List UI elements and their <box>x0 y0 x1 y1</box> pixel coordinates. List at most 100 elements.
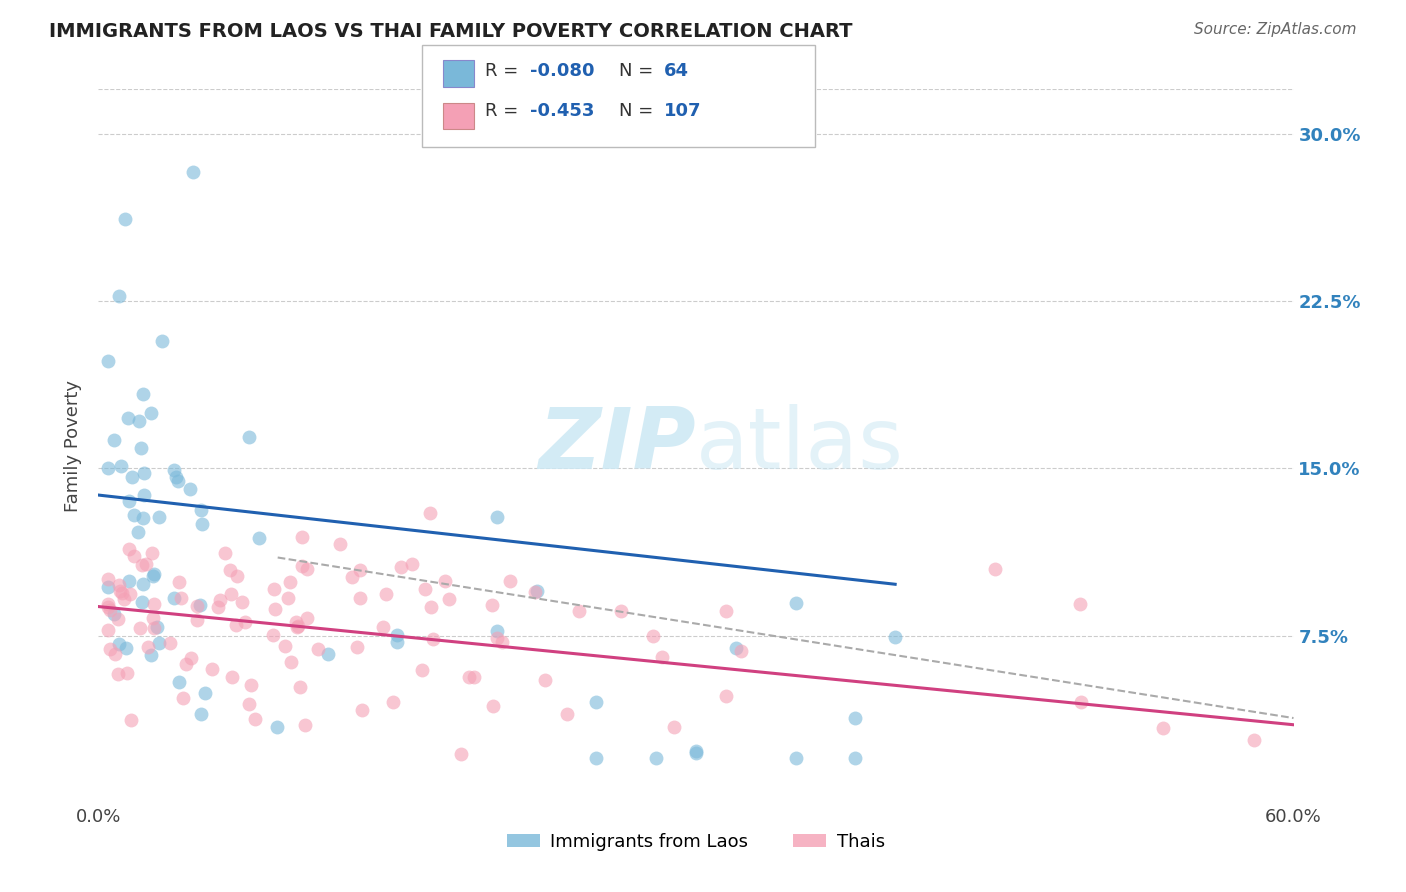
Point <box>142 569 165 583</box>
Point <box>485 510 508 524</box>
Point <box>382 694 405 708</box>
Point <box>385 628 409 642</box>
Point <box>433 574 456 588</box>
Point <box>132 466 155 480</box>
Point <box>437 592 460 607</box>
Point <box>146 620 169 634</box>
Point <box>233 615 256 629</box>
Point <box>131 595 153 609</box>
Point <box>112 591 135 606</box>
Point <box>585 751 607 765</box>
Point <box>142 610 165 624</box>
Point <box>277 591 299 605</box>
Point <box>245 712 267 726</box>
Text: 64: 64 <box>664 62 689 80</box>
Point <box>183 164 205 178</box>
Point <box>1152 721 1174 735</box>
Point <box>288 680 311 694</box>
Text: N =: N = <box>619 103 658 120</box>
Point <box>524 585 547 599</box>
Point <box>121 470 143 484</box>
Point <box>118 541 141 556</box>
Point <box>136 640 159 654</box>
Point <box>110 459 132 474</box>
Point <box>115 666 138 681</box>
Point <box>131 577 153 591</box>
Point <box>120 713 142 727</box>
Point <box>231 595 253 609</box>
Point <box>180 650 202 665</box>
Point <box>128 414 150 428</box>
Point <box>107 667 129 681</box>
Point <box>340 570 363 584</box>
Point <box>247 531 270 545</box>
Point <box>163 591 186 605</box>
Point <box>167 674 190 689</box>
Y-axis label: Family Poverty: Family Poverty <box>65 380 83 512</box>
Point <box>115 640 138 655</box>
Point <box>385 634 409 648</box>
Point <box>108 288 131 302</box>
Point <box>714 605 737 619</box>
Text: -0.080: -0.080 <box>530 62 595 80</box>
Point <box>159 636 181 650</box>
Point <box>349 563 371 577</box>
Text: -0.453: -0.453 <box>530 103 595 120</box>
Point <box>346 640 368 654</box>
Point <box>844 751 866 765</box>
Point <box>297 611 319 625</box>
Point <box>413 582 436 596</box>
Point <box>285 620 308 634</box>
Point <box>97 599 120 614</box>
Point <box>131 387 153 401</box>
Point <box>411 663 433 677</box>
Point <box>167 574 190 589</box>
Point <box>191 517 214 532</box>
Point <box>179 482 201 496</box>
Point <box>884 630 907 644</box>
Point <box>450 747 472 761</box>
Point <box>98 642 121 657</box>
Point <box>375 587 398 601</box>
Point <box>221 670 243 684</box>
Point <box>555 707 578 722</box>
Point <box>97 572 120 586</box>
Point <box>262 628 284 642</box>
Point <box>226 569 249 583</box>
Point <box>585 695 607 709</box>
Point <box>97 623 120 637</box>
Point <box>295 562 318 576</box>
Point <box>238 698 260 712</box>
Point <box>148 636 170 650</box>
Text: R =: R = <box>485 103 524 120</box>
Point <box>401 558 423 572</box>
Point <box>107 612 129 626</box>
Text: N =: N = <box>619 62 658 80</box>
Point <box>111 585 134 599</box>
Point <box>190 503 212 517</box>
Text: IMMIGRANTS FROM LAOS VS THAI FAMILY POVERTY CORRELATION CHART: IMMIGRANTS FROM LAOS VS THAI FAMILY POVE… <box>49 22 852 41</box>
Point <box>349 591 371 606</box>
Text: 107: 107 <box>664 103 702 120</box>
Point <box>280 655 302 669</box>
Point <box>714 690 737 704</box>
Point <box>214 546 236 560</box>
Point <box>481 598 503 612</box>
Point <box>287 619 309 633</box>
Point <box>190 707 212 722</box>
Point <box>135 557 157 571</box>
Point <box>463 670 485 684</box>
Point <box>143 597 166 611</box>
Point <box>141 546 163 560</box>
Point <box>114 212 136 227</box>
Point <box>568 604 591 618</box>
Point <box>1243 732 1265 747</box>
Point <box>526 584 548 599</box>
Point <box>284 615 307 630</box>
Point <box>419 506 441 520</box>
Point <box>491 635 513 649</box>
Point <box>134 488 156 502</box>
Point <box>219 587 242 601</box>
Point <box>238 430 260 444</box>
Point <box>118 494 141 508</box>
